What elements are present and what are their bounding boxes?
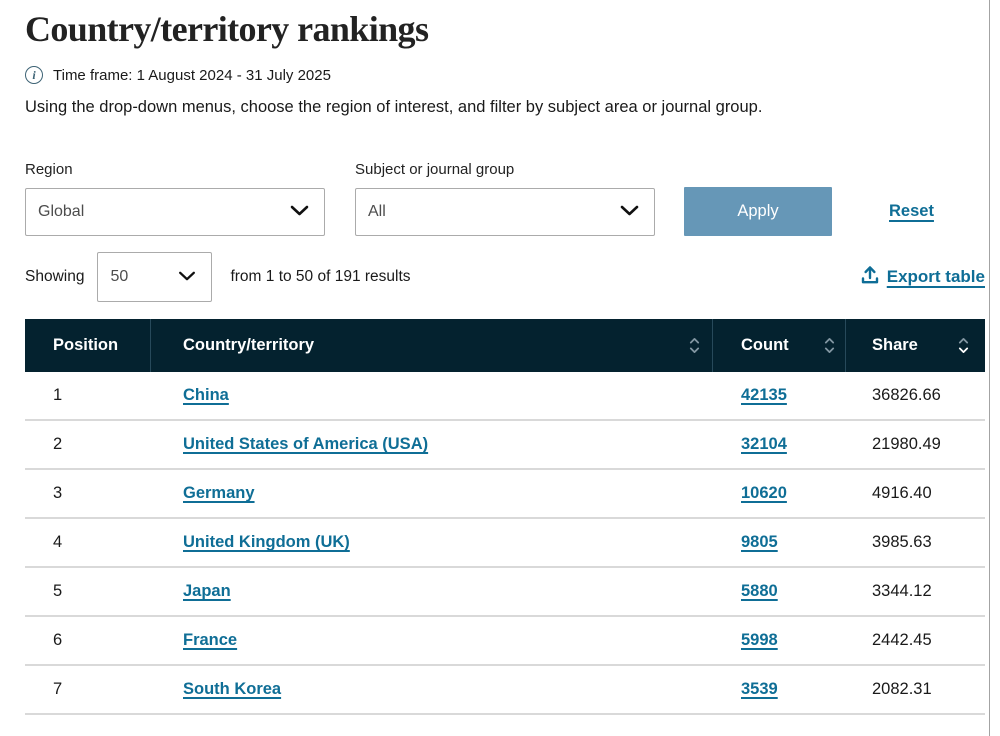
- page-size-value: 50: [110, 268, 129, 286]
- results-range-text: from 1 to 50 of 191 results: [230, 268, 411, 286]
- export-table-link[interactable]: Export table: [860, 265, 985, 290]
- cell-country: France: [151, 631, 713, 650]
- cell-country: South Korea: [151, 680, 713, 699]
- cell-share: 3985.63: [872, 533, 932, 552]
- column-label: Position: [53, 336, 119, 355]
- country-link[interactable]: China: [183, 386, 229, 405]
- export-upload-icon: [860, 265, 880, 290]
- reset-link[interactable]: Reset: [889, 202, 934, 221]
- table-row: 1 China 42135 36826.66: [25, 372, 985, 422]
- cell-position: 7: [53, 680, 63, 699]
- chevron-down-icon: [620, 203, 639, 221]
- rankings-table: Position Country/territory Count: [25, 319, 985, 716]
- cell-count: 5998: [713, 631, 846, 650]
- subject-label: Subject or journal group: [355, 161, 515, 179]
- count-link[interactable]: 42135: [741, 386, 787, 405]
- window-edge: [989, 0, 990, 736]
- showing-label: Showing: [25, 268, 85, 286]
- table-row: 5 Japan 5880 3344.12: [25, 568, 985, 618]
- subject-select-value: All: [368, 203, 386, 221]
- country-link[interactable]: United Kingdom (UK): [183, 533, 350, 552]
- cell-position: 5: [53, 582, 63, 601]
- cell-country: Japan: [151, 582, 713, 601]
- table-row: 4 United Kingdom (UK) 9805 3985.63: [25, 519, 985, 569]
- cell-share: 2082.31: [872, 680, 932, 699]
- cell-position: 1: [53, 386, 63, 405]
- time-frame-row: i Time frame: 1 August 2024 - 31 July 20…: [25, 66, 985, 85]
- count-link[interactable]: 5880: [741, 582, 778, 601]
- column-header-country[interactable]: Country/territory: [151, 319, 713, 373]
- results-bar: Showing 50 from 1 to 50 of 191 results E…: [25, 252, 985, 303]
- cell-position: 4: [53, 533, 63, 552]
- region-select-value: Global: [38, 203, 85, 221]
- cell-position: 2: [53, 435, 63, 454]
- cell-count: 32104: [713, 435, 846, 454]
- column-label: Country/territory: [183, 336, 315, 355]
- page-size-select[interactable]: 50: [97, 252, 213, 303]
- count-link[interactable]: 10620: [741, 484, 787, 503]
- country-link[interactable]: South Korea: [183, 680, 282, 699]
- cell-country: United States of America (USA): [151, 435, 713, 454]
- cell-country: Germany: [151, 484, 713, 503]
- sort-arrows-icon[interactable]: [824, 336, 835, 355]
- page-title: Country/territory rankings: [25, 9, 429, 49]
- cell-count: 3539: [713, 680, 846, 699]
- cell-position: 6: [53, 631, 63, 650]
- column-label: Count: [741, 336, 789, 355]
- sort-arrows-icon[interactable]: [689, 336, 700, 355]
- table-row: 2 United States of America (USA) 32104 2…: [25, 421, 985, 471]
- table-row: 3 Germany 10620 4916.40: [25, 470, 985, 520]
- table-row: 6 France 5998 2442.45: [25, 617, 985, 667]
- count-link[interactable]: 5998: [741, 631, 778, 650]
- column-header-count[interactable]: Count: [713, 319, 846, 373]
- page-description: Using the drop-down menus, choose the re…: [25, 98, 763, 117]
- time-frame-text: Time frame: 1 August 2024 - 31 July 2025: [53, 66, 331, 84]
- cell-country: China: [151, 386, 713, 405]
- chevron-down-icon: [290, 203, 309, 221]
- cell-share: 36826.66: [872, 386, 941, 405]
- subject-select[interactable]: All: [355, 188, 655, 237]
- cell-share: 2442.45: [872, 631, 932, 650]
- region-select[interactable]: Global: [25, 188, 325, 237]
- table-header-row: Position Country/territory Count: [25, 319, 985, 373]
- cell-count: 10620: [713, 484, 846, 503]
- cell-share: 4916.40: [872, 484, 932, 503]
- country-link[interactable]: Japan: [183, 582, 231, 601]
- apply-button[interactable]: Apply: [684, 187, 832, 237]
- column-label: Share: [872, 336, 918, 355]
- country-link[interactable]: United States of America (USA): [183, 435, 429, 454]
- subject-field: Subject or journal group All: [355, 161, 655, 237]
- rankings-page: Country/territory rankings i Time frame:…: [25, 0, 985, 716]
- filter-bar: Region Global Subject or journal group A…: [25, 161, 985, 237]
- region-label: Region: [25, 161, 73, 179]
- count-link[interactable]: 32104: [741, 435, 787, 454]
- info-icon[interactable]: i: [25, 66, 43, 85]
- country-link[interactable]: Germany: [183, 484, 255, 503]
- export-table-label: Export table: [886, 267, 985, 287]
- country-link[interactable]: France: [183, 631, 238, 650]
- chevron-down-icon: [178, 268, 196, 286]
- cell-count: 9805: [713, 533, 846, 552]
- cell-country: United Kingdom (UK): [151, 533, 713, 552]
- column-header-position: Position: [25, 319, 151, 373]
- count-link[interactable]: 3539: [741, 680, 778, 699]
- table-row: 7 South Korea 3539 2082.31: [25, 666, 985, 716]
- cell-position: 3: [53, 484, 63, 503]
- column-header-share[interactable]: Share: [846, 319, 985, 372]
- cell-count: 42135: [713, 386, 846, 405]
- cell-share: 21980.49: [872, 435, 941, 454]
- cell-count: 5880: [713, 582, 846, 601]
- cell-share: 3344.12: [872, 582, 932, 601]
- count-link[interactable]: 9805: [741, 533, 778, 552]
- sort-arrows-icon-active-desc[interactable]: [958, 336, 969, 355]
- region-field: Region Global: [25, 161, 325, 237]
